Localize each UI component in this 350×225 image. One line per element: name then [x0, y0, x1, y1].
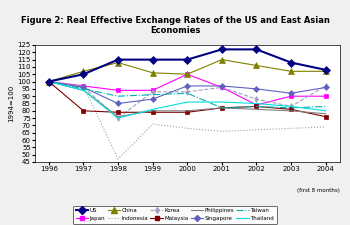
Legend: US, Japan, China, Indonesia, Korea, Malaysia, Philippines, Singapore, Taiwan, Th: US, Japan, China, Indonesia, Korea, Mala… [73, 206, 277, 224]
Text: Figure 2: Real Effective Exchange Rates of the US and East Asian
Economies: Figure 2: Real Effective Exchange Rates … [21, 16, 329, 35]
Y-axis label: 1994=100: 1994=100 [8, 85, 15, 122]
Text: (first 8 months): (first 8 months) [297, 188, 340, 193]
